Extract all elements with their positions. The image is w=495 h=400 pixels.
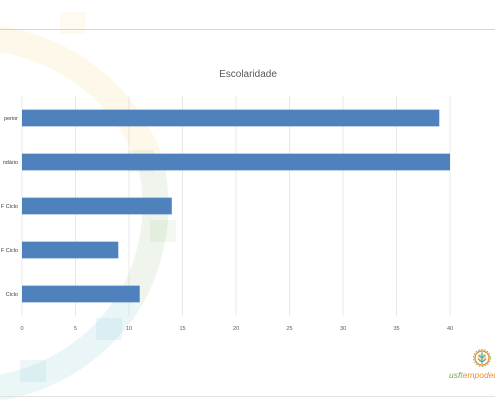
bar xyxy=(22,153,450,171)
x-tick-label: 30 xyxy=(340,326,346,332)
category-label: F Ciclo xyxy=(1,204,18,210)
bars xyxy=(22,109,450,303)
x-axis-ticks: 0 5 10 15 20 25 30 35 40 xyxy=(20,326,453,332)
x-tick-label: 35 xyxy=(393,326,399,332)
x-tick-label: 10 xyxy=(126,326,132,332)
category-label: Ciclo xyxy=(6,292,18,298)
logo-text-part1: usf xyxy=(449,370,461,380)
logo-wordmark: usftempodec xyxy=(449,370,495,380)
category-label: ndário xyxy=(3,160,18,166)
bar xyxy=(22,285,140,303)
usf-logo-icon xyxy=(473,349,491,367)
bottom-divider xyxy=(0,396,495,397)
category-label: F Ciclo xyxy=(1,248,18,254)
x-tick-label: 5 xyxy=(74,326,77,332)
x-tick-label: 40 xyxy=(447,326,453,332)
x-tick-label: 0 xyxy=(20,326,23,332)
category-labels: perior ndário F Ciclo F Ciclo Ciclo xyxy=(1,116,18,298)
bar xyxy=(22,109,440,127)
category-label: perior xyxy=(4,116,18,122)
x-tick-label: 20 xyxy=(233,326,239,332)
top-divider xyxy=(0,29,495,30)
bar xyxy=(22,241,119,259)
x-tick-label: 25 xyxy=(286,326,292,332)
chart-title: Escolaridade xyxy=(219,69,277,80)
logo-text-part2: tempodec xyxy=(460,370,495,380)
bar xyxy=(22,197,172,215)
x-tick-label: 15 xyxy=(179,326,185,332)
